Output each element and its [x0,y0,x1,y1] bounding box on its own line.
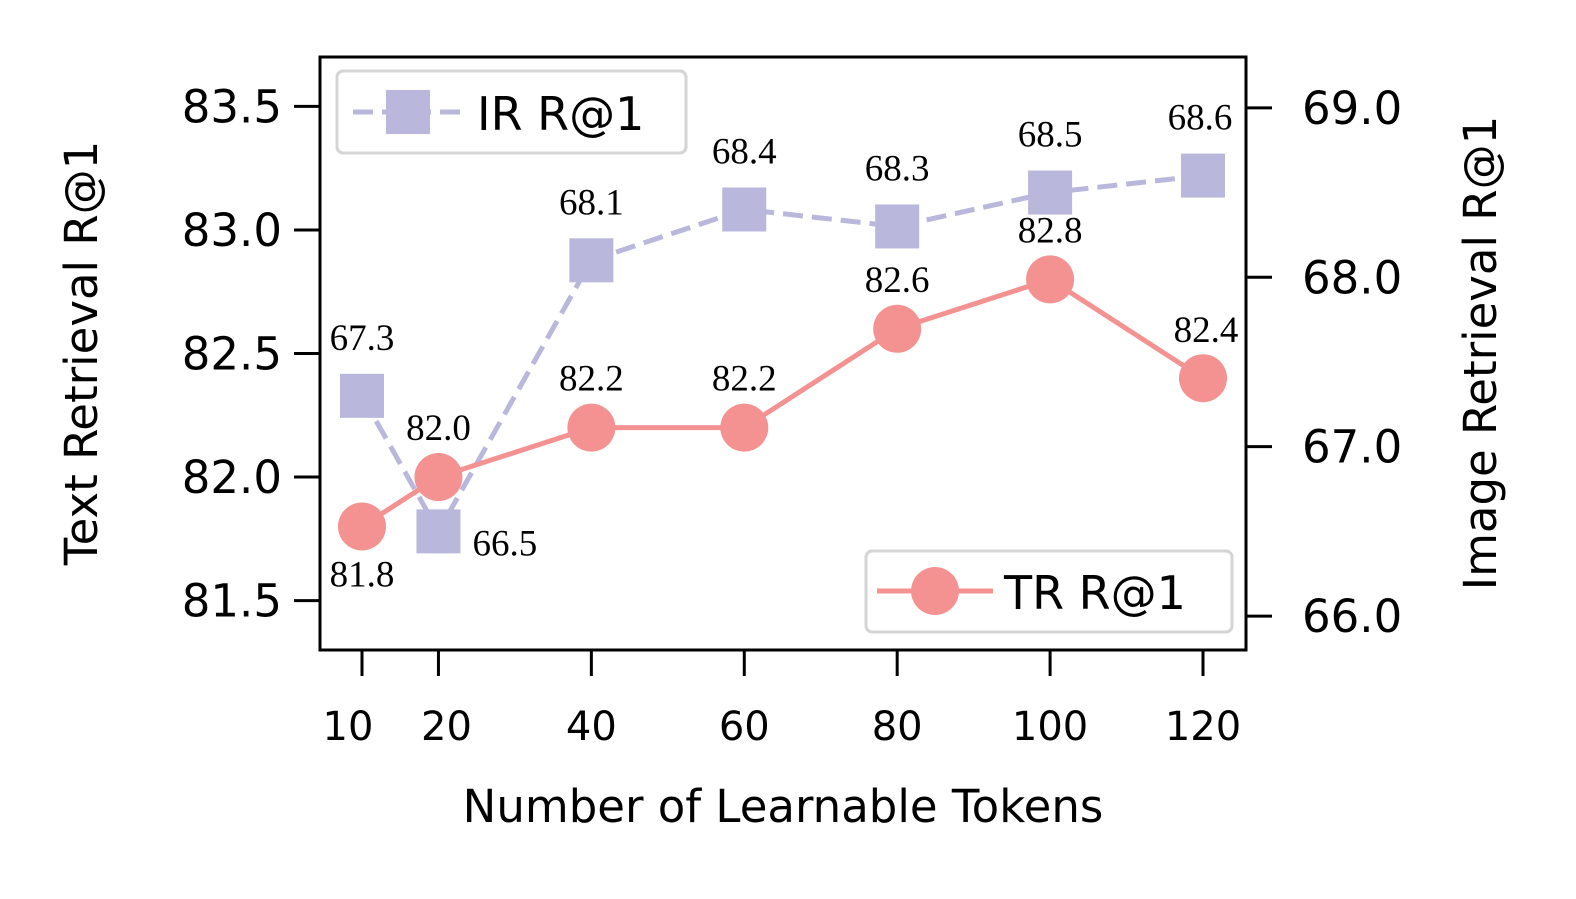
data-labels: 67.3 66.5 68.1 68.4 68.3 68.5 68.6 81.8 82.0 82.2… [330,98,1239,596]
legend-tr-marker [911,567,959,615]
legend-ir-marker [386,90,430,134]
ir-data-label: 66.5 [472,523,537,564]
ir-point [340,373,384,418]
tr-point [1026,255,1075,304]
left-y-tick-label: 83.5 [182,80,282,133]
tr-data-label: 82.2 [559,359,624,400]
right-y-tick-label: 66.0 [1302,590,1402,643]
tr-point [338,502,386,551]
legend-tr-label: TR R@1 [1003,566,1186,620]
left-y-tick-label: 82.5 [182,328,282,381]
tr-point [567,403,616,452]
tr-series-line [360,276,1205,529]
ir-point [1028,170,1073,215]
right-y-axis: 66.0 67.0 68.0 69.0 [1246,82,1402,643]
tr-point [720,403,769,452]
ir-point [416,509,461,554]
tr-data-label: 82.6 [865,260,930,301]
ir-data-label: 68.1 [559,182,624,223]
x-axis-label: Number of Learnable Tokens [463,780,1104,833]
x-axis: 10 20 40 60 80 100 120 [323,650,1241,750]
ir-data-label: 68.5 [1018,115,1083,156]
right-y-tick-label: 68.0 [1302,251,1402,304]
tr-point [414,453,463,502]
legend-ir: IR R@1 [335,69,688,155]
x-tick-label: 10 [323,704,374,750]
x-tick-label: 80 [872,704,923,750]
ir-point [569,238,614,283]
x-tick-label: 60 [719,704,770,750]
x-tick-label: 40 [566,704,617,750]
left-y-tick-label: 82.0 [182,451,282,504]
left-y-tick-label: 83.0 [182,204,282,257]
ir-point [1181,153,1225,198]
tr-data-label: 82.8 [1018,210,1083,251]
x-tick-label: 100 [1012,704,1088,750]
x-tick-label: 20 [421,704,472,750]
tr-point [1179,354,1227,403]
right-y-tick-label: 67.0 [1302,421,1402,474]
left-y-axis: 81.5 82.0 82.5 83.0 83.5 [182,80,320,628]
left-y-axis-label: Text Retrieval R@1 [55,141,108,567]
ir-data-label: 68.6 [1168,98,1233,139]
tr-data-label: 82.4 [1174,310,1239,351]
right-y-tick-label: 69.0 [1302,82,1402,135]
ir-point [722,187,767,232]
ir-point [875,204,920,249]
plot-area [338,153,1227,554]
left-y-tick-label: 81.5 [182,575,282,628]
ir-data-label: 68.3 [865,148,930,189]
ir-data-label: 68.4 [712,131,777,172]
legend-ir-label: IR R@1 [477,87,644,141]
plot-frame [318,55,1248,652]
tr-point [873,304,922,353]
right-y-axis-label: Image Retrieval R@1 [1454,116,1507,590]
tr-data-label: 81.8 [330,554,395,595]
legend-tr: TR R@1 [864,549,1234,634]
ir-data-label: 67.3 [330,318,395,359]
tr-data-label: 82.2 [712,359,777,400]
x-tick-label: 120 [1165,704,1241,750]
legend-tr-box [864,549,1234,634]
tr-data-label: 82.0 [406,408,471,449]
